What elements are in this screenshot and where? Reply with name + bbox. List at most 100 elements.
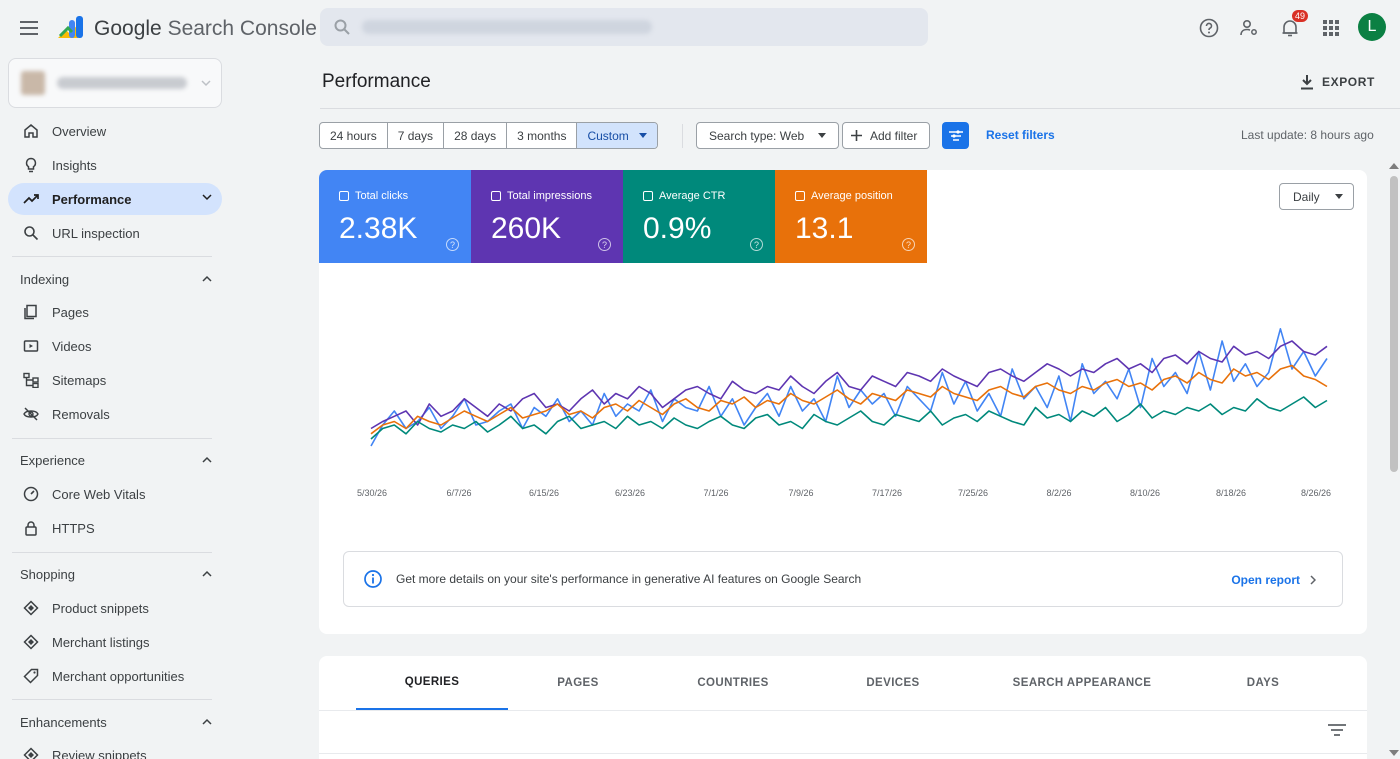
sidebar-item-overview[interactable]: Overview (8, 115, 222, 147)
x-tick-label: 7/9/26 (788, 488, 814, 498)
scroll-up-arrow-icon[interactable] (1389, 162, 1399, 170)
main-menu-button[interactable] (14, 12, 46, 44)
sidebar-item-merchant-listings[interactable]: Merchant listings (8, 626, 222, 658)
export-button[interactable]: EXPORT (1300, 70, 1375, 94)
help-icon[interactable]: ? (750, 238, 763, 251)
sidebar-item-url-inspection[interactable]: URL inspection (8, 217, 222, 249)
table-filter-button[interactable] (1325, 718, 1349, 742)
section-indexing-header[interactable]: Indexing (8, 264, 222, 294)
sidebar-item-core-web-vitals[interactable]: Core Web Vitals (8, 478, 222, 510)
header-divider (320, 108, 1400, 109)
metric-value: 0.9% (643, 212, 712, 245)
bell-icon (1282, 20, 1298, 37)
help-icon[interactable]: ? (902, 238, 915, 251)
section-title: Enhancements (20, 714, 107, 730)
chevron-up-icon (202, 570, 212, 577)
caret-down-icon (638, 133, 647, 138)
x-tick-label: 6/15/26 (528, 488, 560, 498)
sidebar-item-label: Merchant listings (52, 634, 150, 650)
metric-total-clicks[interactable]: Total clicks 2.38K ? (319, 170, 471, 263)
gauge-icon (22, 485, 40, 503)
sidebar-item-sitemaps[interactable]: Sitemaps (8, 364, 222, 396)
open-report-link[interactable]: Open report (1231, 573, 1316, 587)
scrollbar-thumb[interactable] (1390, 176, 1398, 472)
tabs-divider (319, 710, 1367, 711)
sidebar-item-performance[interactable]: Performance (8, 183, 222, 215)
scroll-down-arrow-icon[interactable] (1389, 749, 1399, 757)
tab-search-appearance[interactable]: SEARCH APPEARANCE (1012, 677, 1152, 689)
property-favicon (21, 71, 45, 95)
x-tick-label: 8/10/26 (1129, 488, 1161, 498)
sidebar-item-review-snippets[interactable]: Review snippets (8, 739, 222, 759)
metric-average-ctr[interactable]: Average CTR 0.9% ? (623, 170, 775, 263)
metric-value: 260K (491, 212, 562, 245)
sidebar-item-videos[interactable]: Videos (8, 330, 222, 362)
chevron-down-icon (201, 80, 211, 87)
metric-total-impressions[interactable]: Total impressions 260K ? (471, 170, 623, 263)
sidebar-item-pages[interactable]: Pages (8, 296, 222, 328)
diamond-icon (22, 746, 40, 759)
granularity-label: Daily (1293, 189, 1320, 204)
tab-days[interactable]: DAYS (1246, 677, 1280, 689)
section-experience-header[interactable]: Experience (8, 445, 222, 475)
sidebar-item-label: Videos (52, 338, 92, 354)
checkbox-checked-icon (795, 191, 805, 201)
apps-button[interactable] (1315, 12, 1347, 44)
range-24-hours[interactable]: 24 hours (320, 123, 388, 148)
account-avatar[interactable]: L (1358, 13, 1386, 41)
tab-devices[interactable]: DEVICES (866, 677, 920, 689)
sidebar-item-label: Product snippets (52, 600, 149, 616)
help-icon[interactable]: ? (446, 238, 459, 251)
search-type-filter[interactable]: Search type: Web (696, 122, 840, 149)
section-shopping-header[interactable]: Shopping (8, 559, 222, 589)
granularity-dropdown[interactable]: Daily (1279, 183, 1354, 210)
add-filter-button[interactable]: Add filter (842, 122, 931, 149)
sidebar-item-https[interactable]: HTTPS (8, 512, 222, 544)
page-scrollbar[interactable] (1388, 160, 1400, 759)
sidebar-item-product-snippets[interactable]: Product snippets (8, 592, 222, 624)
tab-queries[interactable]: QUERIES (356, 656, 508, 710)
checkbox-checked-icon (643, 191, 653, 201)
manage-users-button[interactable] (1233, 12, 1265, 44)
app-title-google: Google (94, 17, 162, 40)
notifications-count-badge: 49 (1291, 10, 1308, 22)
page-title: Performance (322, 71, 431, 92)
inspect-url-search-input[interactable] (320, 8, 928, 46)
reset-filters-link[interactable]: Reset filters (986, 128, 1055, 142)
x-tick-label: 7/17/26 (871, 488, 903, 498)
notifications-button[interactable]: 49 (1274, 10, 1308, 44)
help-icon[interactable]: ? (598, 238, 611, 251)
diamond-icon (22, 633, 40, 651)
sidebar-item-removals[interactable]: Removals (8, 398, 222, 430)
section-title: Experience (20, 452, 86, 468)
sidebar-item-insights[interactable]: Insights (8, 149, 222, 181)
metric-label-text: Average position (811, 190, 893, 202)
property-selector[interactable] (8, 58, 222, 108)
performance-chart-card: Total clicks 2.38K ? Total impressions 2… (319, 170, 1367, 634)
help-button[interactable] (1193, 12, 1225, 44)
range-custom[interactable]: Custom (577, 123, 657, 148)
open-report-label: Open report (1231, 573, 1300, 587)
range-3-months[interactable]: 3 months (507, 123, 578, 148)
range-7-days[interactable]: 7 days (388, 123, 445, 148)
range-28-days[interactable]: 28 days (444, 123, 508, 148)
search-console-logo-icon (58, 16, 83, 38)
metric-average-position[interactable]: Average position 13.1 ? (775, 170, 927, 263)
metric-label: Total clicks (339, 190, 471, 202)
filter-list-icon (1328, 724, 1346, 736)
tab-countries[interactable]: COUNTRIES (697, 677, 769, 689)
search-type-label: Search type: Web (709, 128, 805, 143)
sidebar-item-label: HTTPS (52, 520, 95, 536)
sidebar-item-merchant-opportunities[interactable]: Merchant opportunities (8, 660, 222, 692)
section-enhancements-header[interactable]: Enhancements (8, 707, 222, 737)
sidebar-divider (12, 438, 212, 439)
app-title: Google Search Console (94, 17, 317, 41)
metric-label: Average CTR (643, 190, 775, 202)
lightbulb-icon (22, 156, 40, 174)
tab-pages[interactable]: PAGES (557, 677, 599, 689)
dimension-tabs-card: QUERIES PAGES COUNTRIES DEVICES SEARCH A… (319, 656, 1367, 759)
chevron-up-icon (202, 456, 212, 463)
x-tick-label: 6/23/26 (614, 488, 646, 498)
x-tick-label: 8/18/26 (1215, 488, 1247, 498)
compare-filters-button[interactable] (942, 122, 969, 149)
